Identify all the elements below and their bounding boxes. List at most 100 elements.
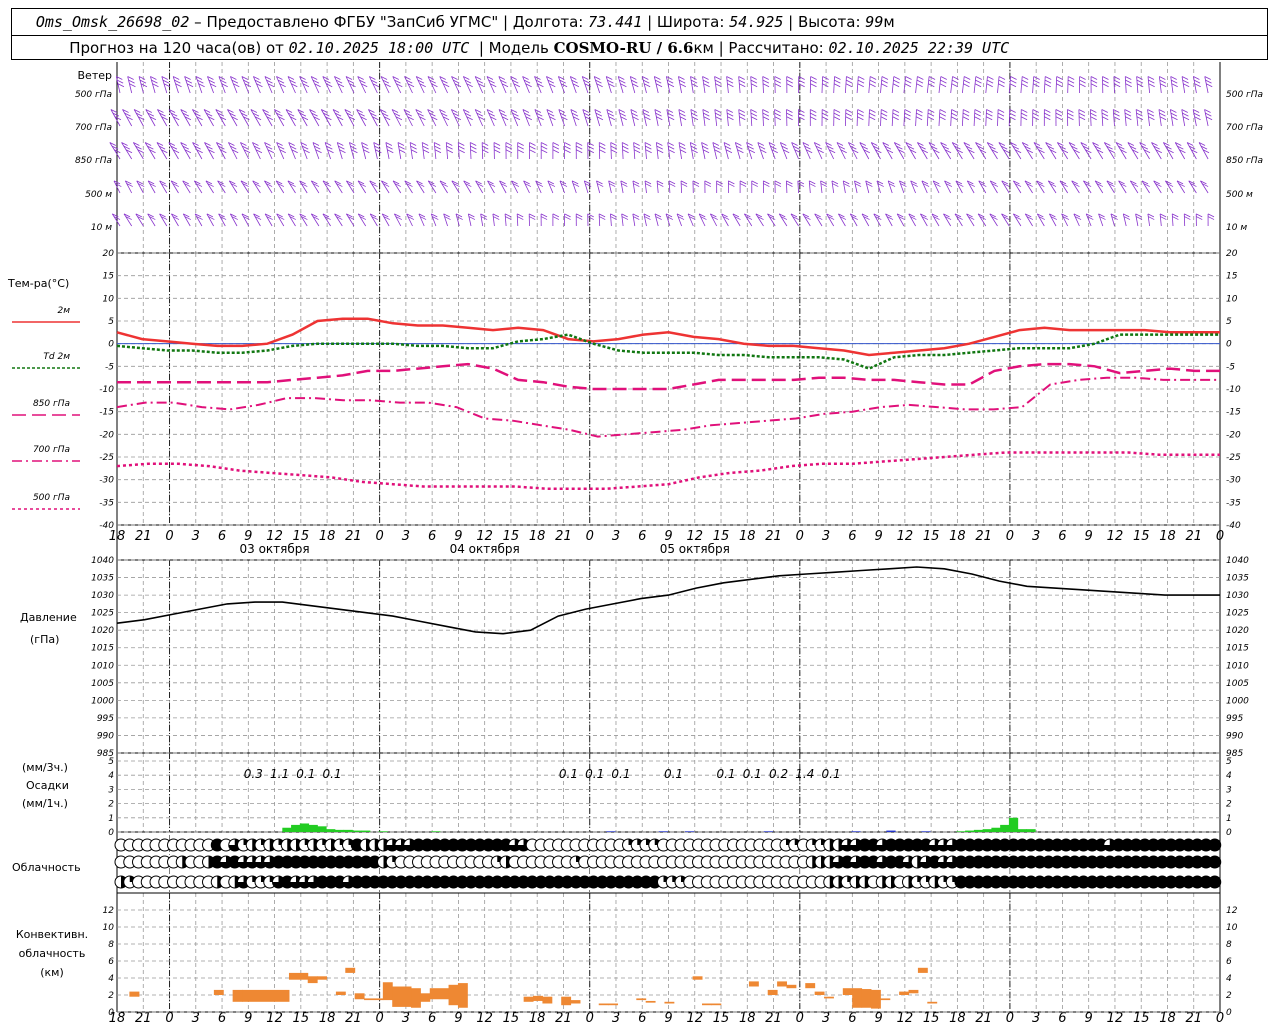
wind-barb-feather bbox=[645, 149, 652, 154]
wind-barb bbox=[1059, 180, 1069, 194]
wind-barb-feather bbox=[857, 79, 865, 84]
wind-barb-feather bbox=[606, 76, 613, 80]
wind-barb bbox=[516, 213, 519, 227]
temp-y-tick: 20 bbox=[103, 249, 115, 259]
wind-level-label: 850 гПа bbox=[1226, 156, 1263, 166]
wind-barb-feather bbox=[453, 79, 460, 84]
wind-barb bbox=[499, 180, 507, 194]
wind-barb-feather bbox=[182, 180, 189, 185]
wind-barb-feather bbox=[1136, 79, 1144, 84]
wind-barb bbox=[349, 142, 355, 160]
precip-bar-rain bbox=[973, 829, 984, 832]
wind-barb-feather bbox=[1090, 79, 1098, 84]
wind-barb-feather bbox=[881, 109, 888, 113]
wind-barb bbox=[644, 180, 647, 194]
wind-barb-feather bbox=[534, 76, 541, 80]
wind-barb-feather bbox=[529, 142, 536, 146]
wind-barb bbox=[111, 213, 121, 227]
wind-barb-feather bbox=[888, 180, 895, 185]
wind-barb-feather bbox=[678, 76, 685, 80]
lat-value: 54.925 bbox=[729, 13, 784, 31]
wind-barb-feather bbox=[1020, 116, 1028, 121]
conv-cloud-bar bbox=[213, 989, 224, 995]
wind-barb-feather bbox=[779, 213, 786, 218]
wind-barb bbox=[962, 109, 964, 127]
precip-bar-rain bbox=[1017, 829, 1027, 832]
wind-barb-feather bbox=[774, 180, 782, 185]
wind-barb bbox=[299, 180, 308, 194]
wind-barb bbox=[891, 76, 895, 94]
wind-barb bbox=[975, 142, 987, 160]
wind-barb-feather bbox=[339, 149, 346, 154]
wind-barb bbox=[950, 109, 952, 127]
wind-barb-feather bbox=[655, 79, 662, 84]
wind-barb-feather bbox=[1166, 183, 1174, 187]
wind-barb bbox=[218, 76, 226, 94]
wind-barb-feather bbox=[456, 216, 463, 220]
wind-barb-feather bbox=[559, 180, 567, 185]
series-pressure bbox=[116, 566, 1220, 635]
wind-barb-feather bbox=[846, 76, 853, 80]
wind-barb-feather bbox=[359, 79, 366, 84]
wind-barb-feather bbox=[751, 183, 758, 187]
wind-barb-feather bbox=[482, 145, 489, 150]
wind-barb-feather bbox=[786, 180, 793, 185]
x-tick-label: 12 bbox=[266, 529, 283, 544]
wind-barb-feather bbox=[716, 180, 723, 185]
wind-barb bbox=[1083, 180, 1092, 194]
wind-barb-feather bbox=[892, 83, 900, 88]
wind-barb-feather bbox=[123, 213, 131, 218]
pressure-y-tick: 1030 bbox=[1226, 591, 1249, 601]
wind-barb-feather bbox=[678, 109, 686, 113]
wind-barb-feather bbox=[431, 116, 438, 121]
wind-barb-feather bbox=[290, 145, 297, 150]
conv-cloud-bar bbox=[814, 991, 825, 995]
wind-barb-feather bbox=[916, 79, 924, 84]
wind-barb-feather bbox=[493, 142, 501, 146]
wind-barb-feather bbox=[786, 76, 793, 80]
wind-barb-feather bbox=[786, 183, 793, 187]
wind-barb-feather bbox=[500, 183, 508, 187]
wind-barb-feather bbox=[490, 83, 497, 88]
wind-barb-feather bbox=[334, 76, 341, 80]
conv-cloud-bar bbox=[429, 988, 450, 1000]
wind-barb-feather bbox=[288, 213, 295, 218]
wind-barb-feather bbox=[300, 142, 308, 146]
wind-barb bbox=[171, 213, 179, 227]
wind-barb-feather bbox=[1061, 213, 1068, 218]
wind-barb-feather bbox=[1033, 79, 1040, 84]
wind-barb-feather bbox=[986, 116, 993, 121]
wind-barb-feather bbox=[241, 76, 249, 80]
wind-barb-feather bbox=[184, 76, 191, 80]
precip-total-label: 0.1 bbox=[323, 767, 342, 781]
wind-barb bbox=[598, 213, 601, 227]
wind-barb-feather bbox=[1032, 112, 1039, 117]
wind-barb bbox=[182, 180, 191, 194]
temp-y-tick: 10 bbox=[103, 294, 115, 304]
wind-barb-feather bbox=[584, 183, 592, 187]
wind-barb-feather bbox=[845, 109, 853, 113]
forecast-prefix: Прогноз на 120 часа(ов) от bbox=[69, 39, 284, 57]
wind-barb-feather bbox=[667, 112, 674, 117]
wind-barb-feather bbox=[608, 180, 615, 185]
wind-level-label: 700 гПа bbox=[75, 123, 112, 133]
wind-barb bbox=[206, 213, 214, 227]
wind-barb-feather bbox=[299, 213, 306, 218]
wind-barb-feather bbox=[324, 216, 331, 220]
wind-barb-feather bbox=[858, 76, 865, 80]
wind-barb-feather bbox=[324, 79, 331, 84]
wind-barb-feather bbox=[691, 112, 698, 117]
wind-barb-feather bbox=[814, 213, 821, 218]
wind-barb-feather bbox=[385, 142, 393, 146]
x-tick-label: 6 bbox=[428, 529, 436, 544]
precip-y-tick: 0 bbox=[108, 828, 114, 838]
wind-barb-feather bbox=[347, 79, 354, 84]
wind-barb-feather bbox=[798, 79, 805, 84]
wind-barb-feather bbox=[726, 76, 733, 80]
wind-barb-feather bbox=[558, 76, 565, 80]
wind-barb-feather bbox=[1038, 216, 1045, 220]
wind-barb-feather bbox=[852, 149, 859, 154]
wind-barb-feather bbox=[267, 83, 275, 88]
wind-barb-feather bbox=[254, 116, 262, 121]
precip-total-label: 0.1 bbox=[664, 767, 683, 781]
